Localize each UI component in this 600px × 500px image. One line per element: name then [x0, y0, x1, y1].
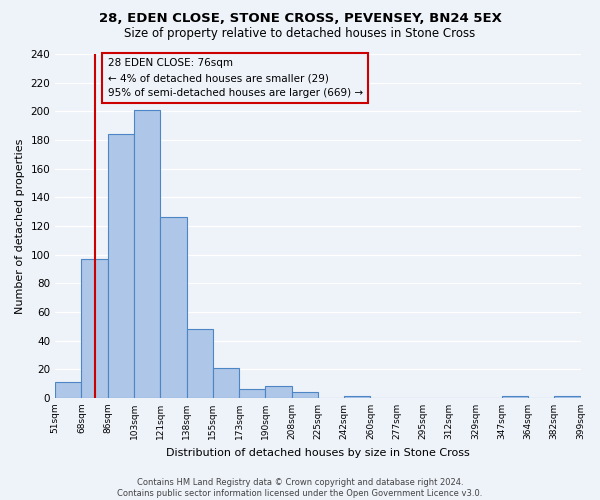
Bar	[108, 134, 134, 398]
Bar	[55, 382, 82, 398]
Bar	[213, 368, 239, 398]
Bar	[239, 390, 265, 398]
Bar	[82, 259, 108, 398]
Text: Contains HM Land Registry data © Crown copyright and database right 2024.
Contai: Contains HM Land Registry data © Crown c…	[118, 478, 482, 498]
Text: 28, EDEN CLOSE, STONE CROSS, PEVENSEY, BN24 5EX: 28, EDEN CLOSE, STONE CROSS, PEVENSEY, B…	[98, 12, 502, 26]
Bar	[344, 396, 370, 398]
Bar	[134, 110, 160, 398]
X-axis label: Distribution of detached houses by size in Stone Cross: Distribution of detached houses by size …	[166, 448, 470, 458]
Text: Size of property relative to detached houses in Stone Cross: Size of property relative to detached ho…	[124, 28, 476, 40]
Bar	[502, 396, 528, 398]
Bar	[292, 392, 318, 398]
Bar	[265, 386, 292, 398]
Text: 28 EDEN CLOSE: 76sqm
← 4% of detached houses are smaller (29)
95% of semi-detach: 28 EDEN CLOSE: 76sqm ← 4% of detached ho…	[108, 58, 363, 98]
Y-axis label: Number of detached properties: Number of detached properties	[15, 138, 25, 314]
Bar	[554, 396, 581, 398]
Bar	[187, 329, 213, 398]
Bar	[160, 218, 187, 398]
